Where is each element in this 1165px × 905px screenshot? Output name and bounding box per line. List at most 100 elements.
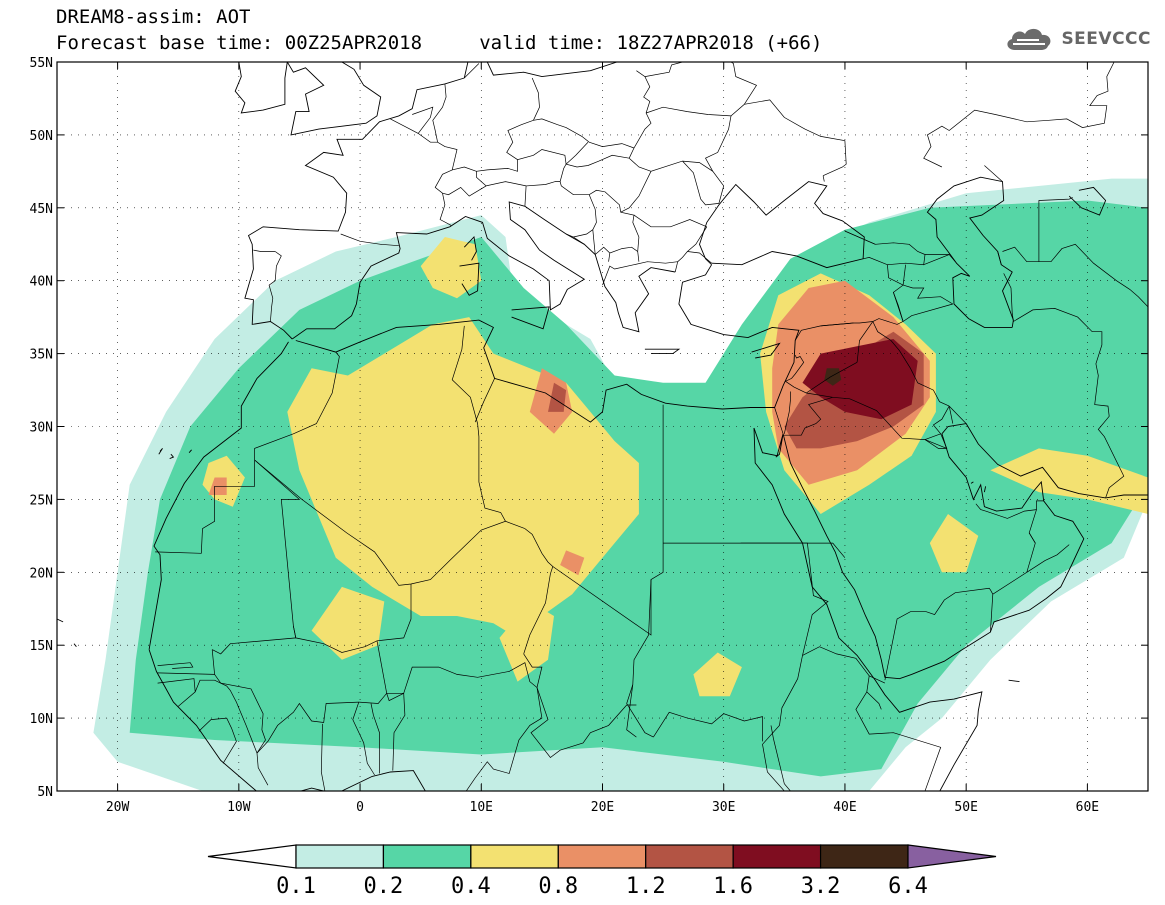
country-border: [268, 251, 282, 322]
coastlines: [57, 62, 1148, 791]
coastline: [751, 342, 781, 359]
lon-tick-label: 40E: [833, 800, 856, 815]
country-border: [997, 251, 1002, 265]
country-border: [975, 503, 986, 512]
country-border: [464, 63, 480, 79]
country-border: [820, 322, 854, 327]
aot-area-1.6: [802, 339, 918, 420]
aot-area-1.2: [548, 382, 567, 412]
colorbar-label: 0.8: [538, 874, 578, 899]
country-border: [439, 193, 452, 226]
country-border: [256, 701, 359, 754]
country-border: [902, 284, 953, 305]
lon-tick-label: 20E: [591, 800, 614, 815]
coastline: [148, 649, 258, 791]
lat-tick-label: 15N: [30, 639, 53, 654]
country-border: [253, 249, 276, 252]
country-border: [783, 392, 833, 436]
country-border: [157, 678, 196, 692]
country-border: [157, 662, 194, 669]
lon-tick-label: 10E: [470, 800, 493, 815]
coastline: [463, 236, 477, 261]
colorbar-label: 0.2: [364, 874, 404, 899]
colorbar-box: [645, 844, 734, 869]
country-border: [924, 433, 941, 440]
coastline: [73, 643, 77, 647]
colorbar-label: 0.4: [451, 874, 491, 899]
country-border: [687, 226, 708, 252]
country-border: [687, 251, 712, 264]
lat-tick-label: 40N: [30, 275, 53, 290]
country-border: [785, 354, 805, 382]
country-border: [573, 229, 594, 238]
colorbar-over-arrow: [907, 844, 997, 869]
country-border: [155, 460, 255, 554]
country-border: [984, 165, 1003, 182]
colorbar-label: 1.2: [626, 874, 666, 899]
coastline: [983, 486, 987, 493]
country-border: [370, 703, 380, 774]
coastline: [299, 770, 426, 791]
colorbar-box: [732, 844, 822, 869]
country-border: [432, 83, 447, 143]
axis-ticks: 55N 50N 45N 40N 35N 30N 25N 20N 15N 10N 5N 20W 10W 0 1…: [30, 56, 1148, 815]
country-border: [844, 230, 876, 245]
coastline: [459, 262, 480, 296]
lon-tick-label: 20W: [106, 800, 130, 815]
lon-tick-label: 60E: [1076, 800, 1099, 815]
country-border: [198, 717, 237, 764]
coastline: [158, 448, 163, 455]
country-border: [844, 230, 926, 266]
colorbar-under-arrow: [207, 844, 297, 869]
country-border: [626, 684, 637, 738]
aot-area-0.8: [560, 550, 585, 576]
seevccc-logo: SEEVCCC: [1003, 24, 1151, 54]
country-border: [902, 264, 906, 286]
country-border: [770, 725, 791, 791]
country-border: [565, 141, 589, 165]
coastline: [295, 264, 800, 423]
country-border: [802, 646, 886, 684]
country-border: [807, 542, 846, 558]
country-border: [893, 292, 904, 322]
country-border: [866, 675, 882, 710]
country-border: [523, 653, 543, 688]
country-border: [293, 584, 412, 653]
coastline: [524, 205, 676, 333]
country-border: [358, 692, 406, 771]
colorbar-label: 0.1: [276, 874, 316, 899]
country-border: [177, 679, 269, 786]
colorbar-label: 1.6: [713, 874, 753, 899]
country-border: [628, 157, 652, 172]
country-border: [633, 214, 707, 228]
country-border: [783, 391, 791, 434]
country-border: [608, 246, 638, 262]
country-border: [211, 649, 266, 754]
country-border: [705, 115, 732, 172]
lat-tick-label: 45N: [30, 202, 53, 217]
country-border: [1038, 197, 1073, 262]
country-border: [884, 587, 994, 681]
lat-tick-label: 25N: [30, 493, 53, 508]
country-border: [1003, 273, 1014, 322]
graticule: [57, 62, 1148, 791]
country-border: [902, 303, 953, 322]
lat-tick-label: 10N: [30, 712, 53, 727]
country-border: [923, 62, 1115, 168]
colorbar-box: [382, 844, 472, 869]
product-title: DREAM8-assim: AOT: [56, 6, 251, 28]
country-border: [832, 396, 950, 449]
country-border: [985, 509, 1037, 519]
country-border: [633, 70, 652, 149]
coastline: [148, 341, 289, 650]
country-border: [530, 687, 637, 758]
lat-tick-label: 5N: [37, 785, 53, 800]
coastline: [1068, 186, 1107, 216]
colorbar: 0.1 0.2 0.4 0.8 1.2 1.6 3.2 6.4: [207, 844, 997, 899]
aot-area-3.2: [824, 368, 842, 386]
country-borders: [155, 62, 1148, 791]
country-border: [1026, 544, 1070, 573]
forecast-time-info: Forecast base time: 00Z25APR2018 valid t…: [56, 32, 823, 54]
coastline: [1008, 679, 1020, 683]
